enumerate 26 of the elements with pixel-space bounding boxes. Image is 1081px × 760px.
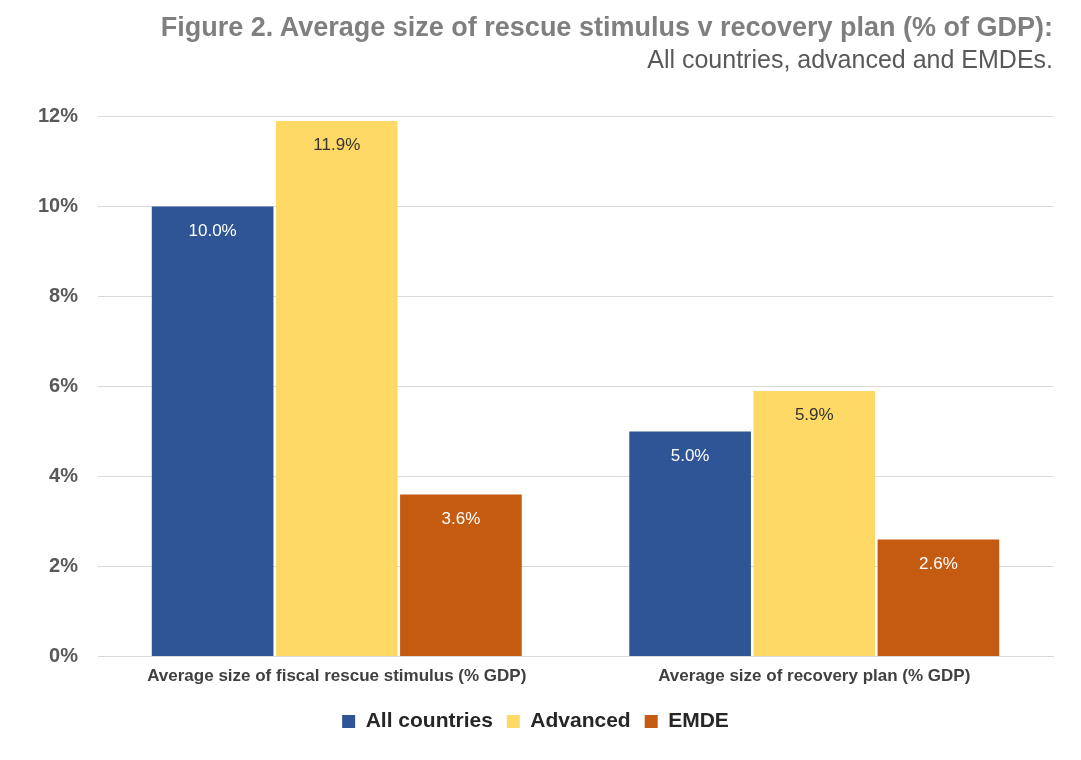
bar: [275, 120, 398, 657]
legend-label: Advanced: [530, 708, 631, 732]
y-tick-label: 10%: [38, 193, 79, 216]
y-tick-label: 0%: [49, 644, 79, 667]
chart-title: Figure 2. Average size of rescue stimulus v recovery plan (% of GDP):: [160, 11, 1053, 42]
y-tick-label: 12%: [38, 103, 79, 126]
y-tick-label: 8%: [49, 283, 79, 306]
chart-subtitle: All countries, advanced and EMDEs.: [647, 45, 1053, 74]
bar: [151, 206, 274, 657]
data-label: 5.0%: [670, 445, 710, 465]
x-tick-label: Average size of fiscal rescue stimulus (% GDP): [147, 666, 527, 686]
data-label: 3.6%: [441, 508, 481, 528]
data-label: 5.9%: [794, 405, 834, 425]
bar: [753, 391, 876, 657]
y-tick-label: 6%: [49, 374, 79, 397]
legend-label: EMDE: [668, 708, 729, 732]
bar: [629, 431, 751, 657]
y-tick-label: 4%: [49, 464, 79, 487]
data-label: 2.6%: [919, 553, 958, 573]
data-label: 10.0%: [188, 220, 237, 240]
legend-label: All countries: [365, 708, 493, 732]
data-label: 11.9%: [313, 135, 361, 155]
x-tick-label: Average size of recovery plan (% GDP): [658, 666, 971, 686]
bar: [400, 494, 522, 657]
bar: [877, 539, 1000, 657]
y-tick-label: 2%: [49, 554, 79, 577]
